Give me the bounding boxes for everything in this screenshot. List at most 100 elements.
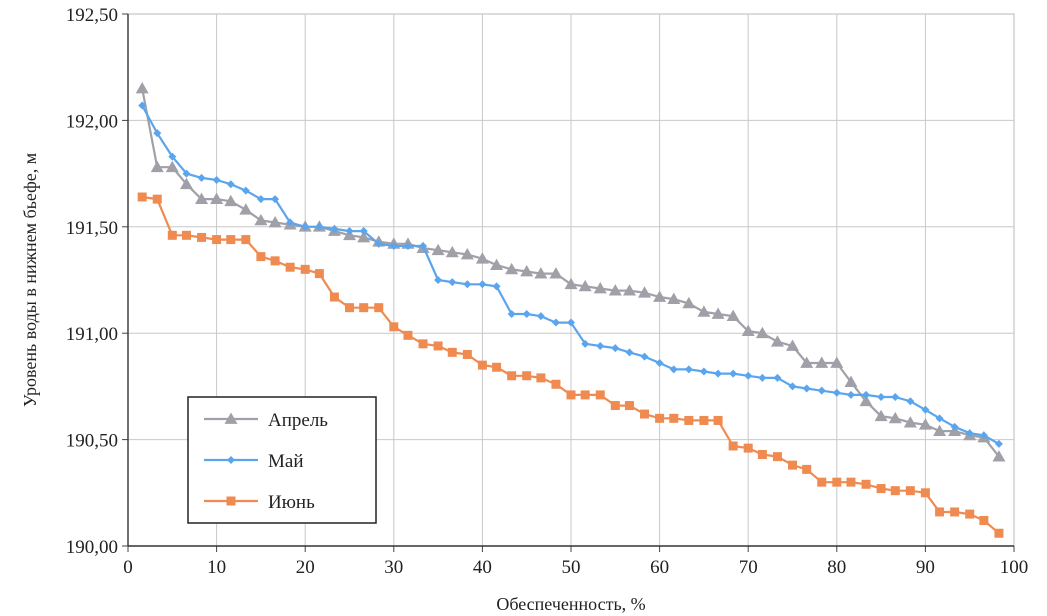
data-point [551,318,560,327]
data-point [640,409,650,419]
data-point [800,356,814,368]
data-point [254,213,268,226]
data-point [655,358,664,367]
data-point [667,292,681,305]
data-point [520,264,534,277]
data-point [713,415,723,425]
data-point [906,397,915,406]
data-point [447,347,457,357]
data-point [684,415,694,425]
data-point [566,390,576,400]
data-point [684,365,693,374]
data-point [728,441,738,451]
data-point [788,460,797,470]
data-point [918,418,932,430]
data-point [549,267,563,279]
data-point [711,307,725,319]
data-point [463,280,472,289]
data-point [905,486,915,496]
data-point [534,267,548,279]
data-point [682,296,696,309]
data-point [138,101,147,110]
y-tick-label: 192,50 [66,5,118,26]
data-point [890,486,900,496]
x-tick-label: 60 [650,557,669,578]
data-point [389,322,399,332]
data-point [165,160,179,173]
data-point [817,386,826,395]
data-point [655,413,665,423]
data-point [846,477,856,487]
data-point [270,256,280,266]
data-point [891,393,900,402]
data-point [699,367,708,376]
data-point [359,227,368,236]
data-point [669,365,678,374]
data-point [181,230,191,240]
legend-entry: Апрель [204,410,328,431]
data-point [210,192,224,205]
data-point [874,409,888,422]
data-point [226,235,236,245]
data-point [329,292,339,302]
axes: 0 10 20 30 40 50 60 70 80 90 100 190,00 190,50 191,00… [66,5,1029,578]
data-point [743,443,753,453]
data-point [935,507,945,517]
data-point [150,160,164,173]
data-point [431,243,445,256]
data-point [271,195,280,204]
data-point [241,186,250,195]
data-point [965,429,974,438]
data-point [817,477,827,487]
data-point [256,195,265,204]
data-point [522,371,532,381]
data-point [611,344,620,353]
x-tick-label: 40 [473,557,492,578]
legend-marker [227,456,235,464]
data-point [197,232,207,242]
data-point [477,360,487,370]
data-point [268,216,282,228]
data-point [772,452,782,462]
data-point [374,303,384,313]
legend-marker [224,412,238,424]
data-point [758,373,767,382]
y-axis-title: Уровень воды в нижнем бьефе, м [20,153,40,407]
data-point [239,203,253,215]
data-point [714,369,723,378]
data-point [992,450,1006,462]
data-point [770,335,784,347]
data-point [832,477,842,487]
x-tick-label: 100 [1000,557,1029,578]
data-point [564,277,578,290]
legend-entry: Июнь [204,492,315,513]
data-point [330,224,339,233]
data-point [920,488,930,498]
data-point [888,411,902,424]
data-point [815,356,829,368]
data-point [403,241,412,250]
data-point [492,282,501,291]
data-point [522,310,531,319]
data-point [624,401,634,411]
data-point [478,280,487,289]
data-point [832,388,841,397]
y-tick-label: 190,00 [66,537,118,558]
series-square [137,192,1004,538]
data-point [965,509,975,519]
data-point [640,352,649,361]
data-point [551,379,561,389]
data-point [167,230,177,240]
data-point [950,507,960,517]
data-point [536,312,545,321]
data-point [448,278,457,287]
data-point [419,241,428,250]
x-tick-label: 70 [739,557,758,578]
data-point [345,303,354,313]
data-point [285,262,295,272]
data-point [773,373,782,382]
data-point [876,484,886,494]
x-tick-label: 20 [296,557,315,578]
data-point [830,356,844,368]
data-point [460,247,474,260]
